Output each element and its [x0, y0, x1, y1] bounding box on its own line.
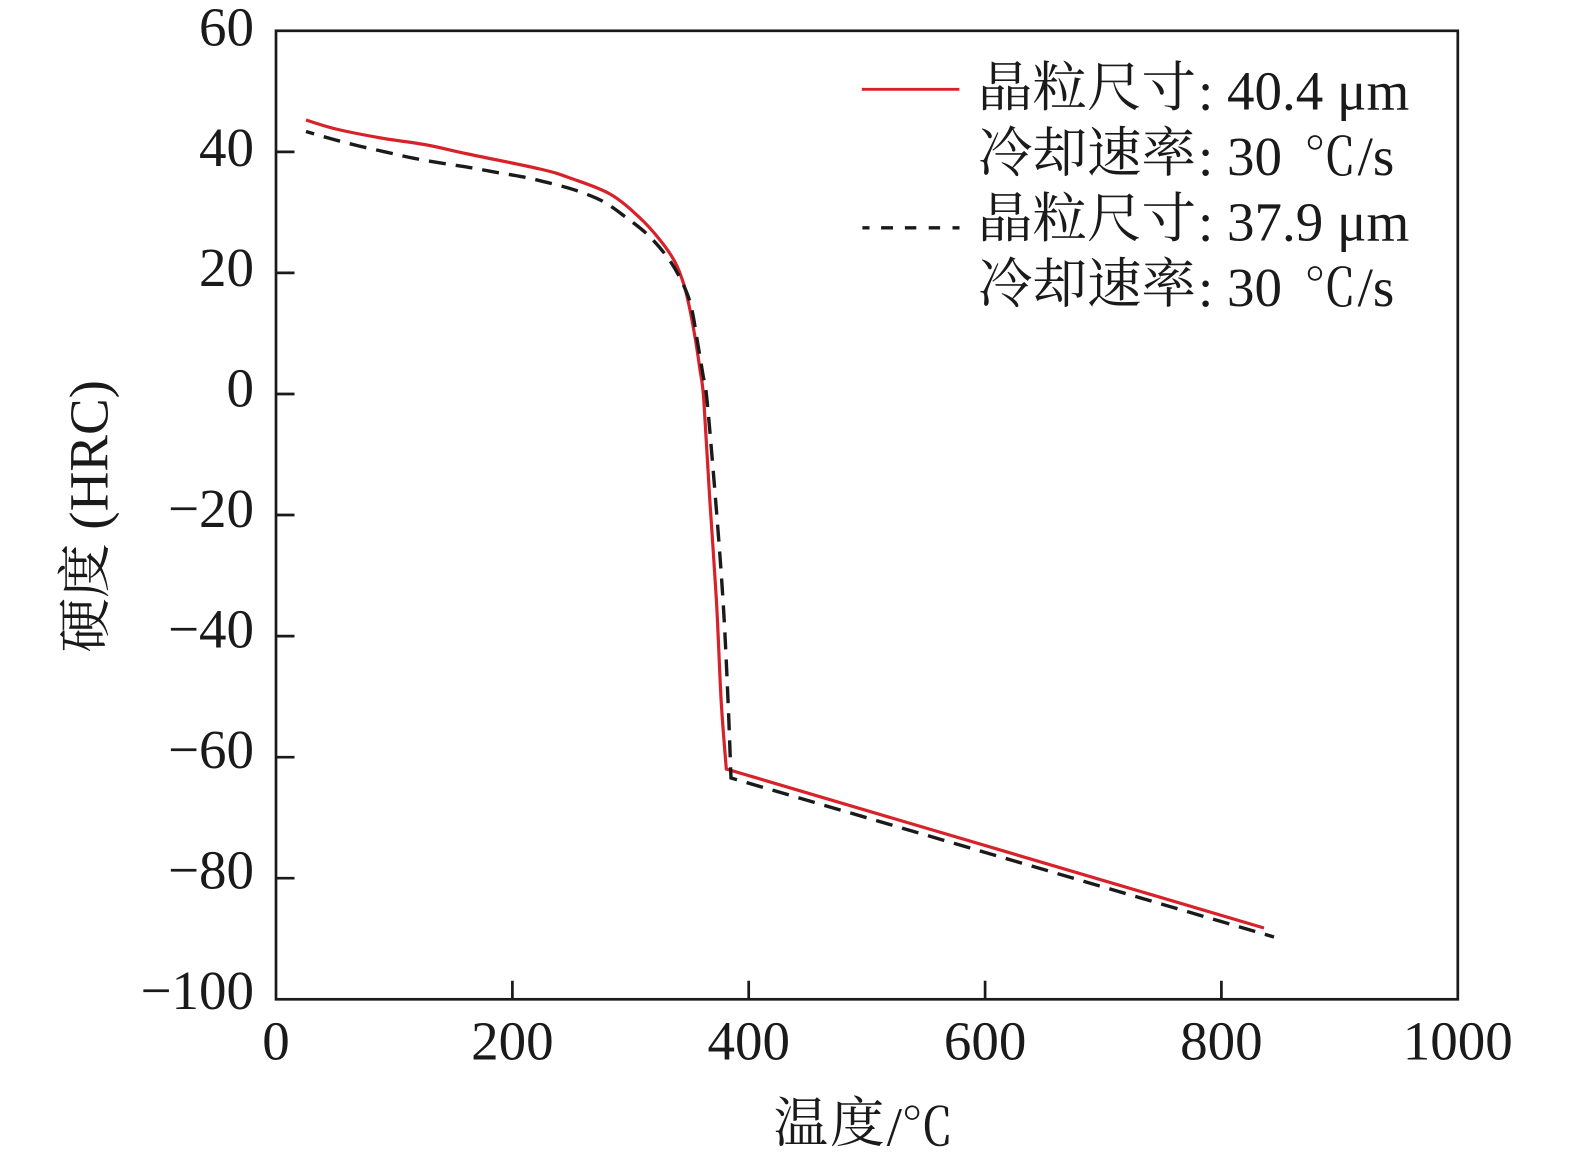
svg-text:60: 60	[199, 0, 254, 57]
svg-text:: 30: : 30	[1198, 257, 1282, 318]
svg-text:0: 0	[262, 1011, 290, 1072]
svg-text:0: 0	[227, 358, 255, 419]
svg-text:1000: 1000	[1403, 1011, 1513, 1072]
svg-text:−100: −100	[140, 960, 254, 1021]
svg-text:−20: −20	[168, 478, 254, 539]
svg-text:200: 200	[471, 1011, 554, 1072]
svg-text:(HRC): (HRC)	[59, 380, 120, 543]
svg-text:/s: /s	[1358, 126, 1395, 187]
svg-text:−80: −80	[168, 839, 254, 900]
svg-text:/s: /s	[1358, 257, 1395, 318]
svg-text:−40: −40	[168, 599, 254, 660]
svg-text:600: 600	[944, 1011, 1027, 1072]
svg-text:−60: −60	[168, 719, 254, 780]
svg-text:/: /	[887, 1096, 903, 1157]
svg-text:: 37.9 μm: : 37.9 μm	[1198, 192, 1409, 253]
svg-text:: 30: : 30	[1198, 126, 1282, 187]
svg-text:400: 400	[707, 1011, 790, 1072]
svg-text:: 40.4 μm: : 40.4 μm	[1198, 61, 1409, 122]
svg-text:40: 40	[199, 117, 254, 178]
svg-text:20: 20	[199, 237, 254, 298]
svg-text:800: 800	[1180, 1011, 1263, 1072]
